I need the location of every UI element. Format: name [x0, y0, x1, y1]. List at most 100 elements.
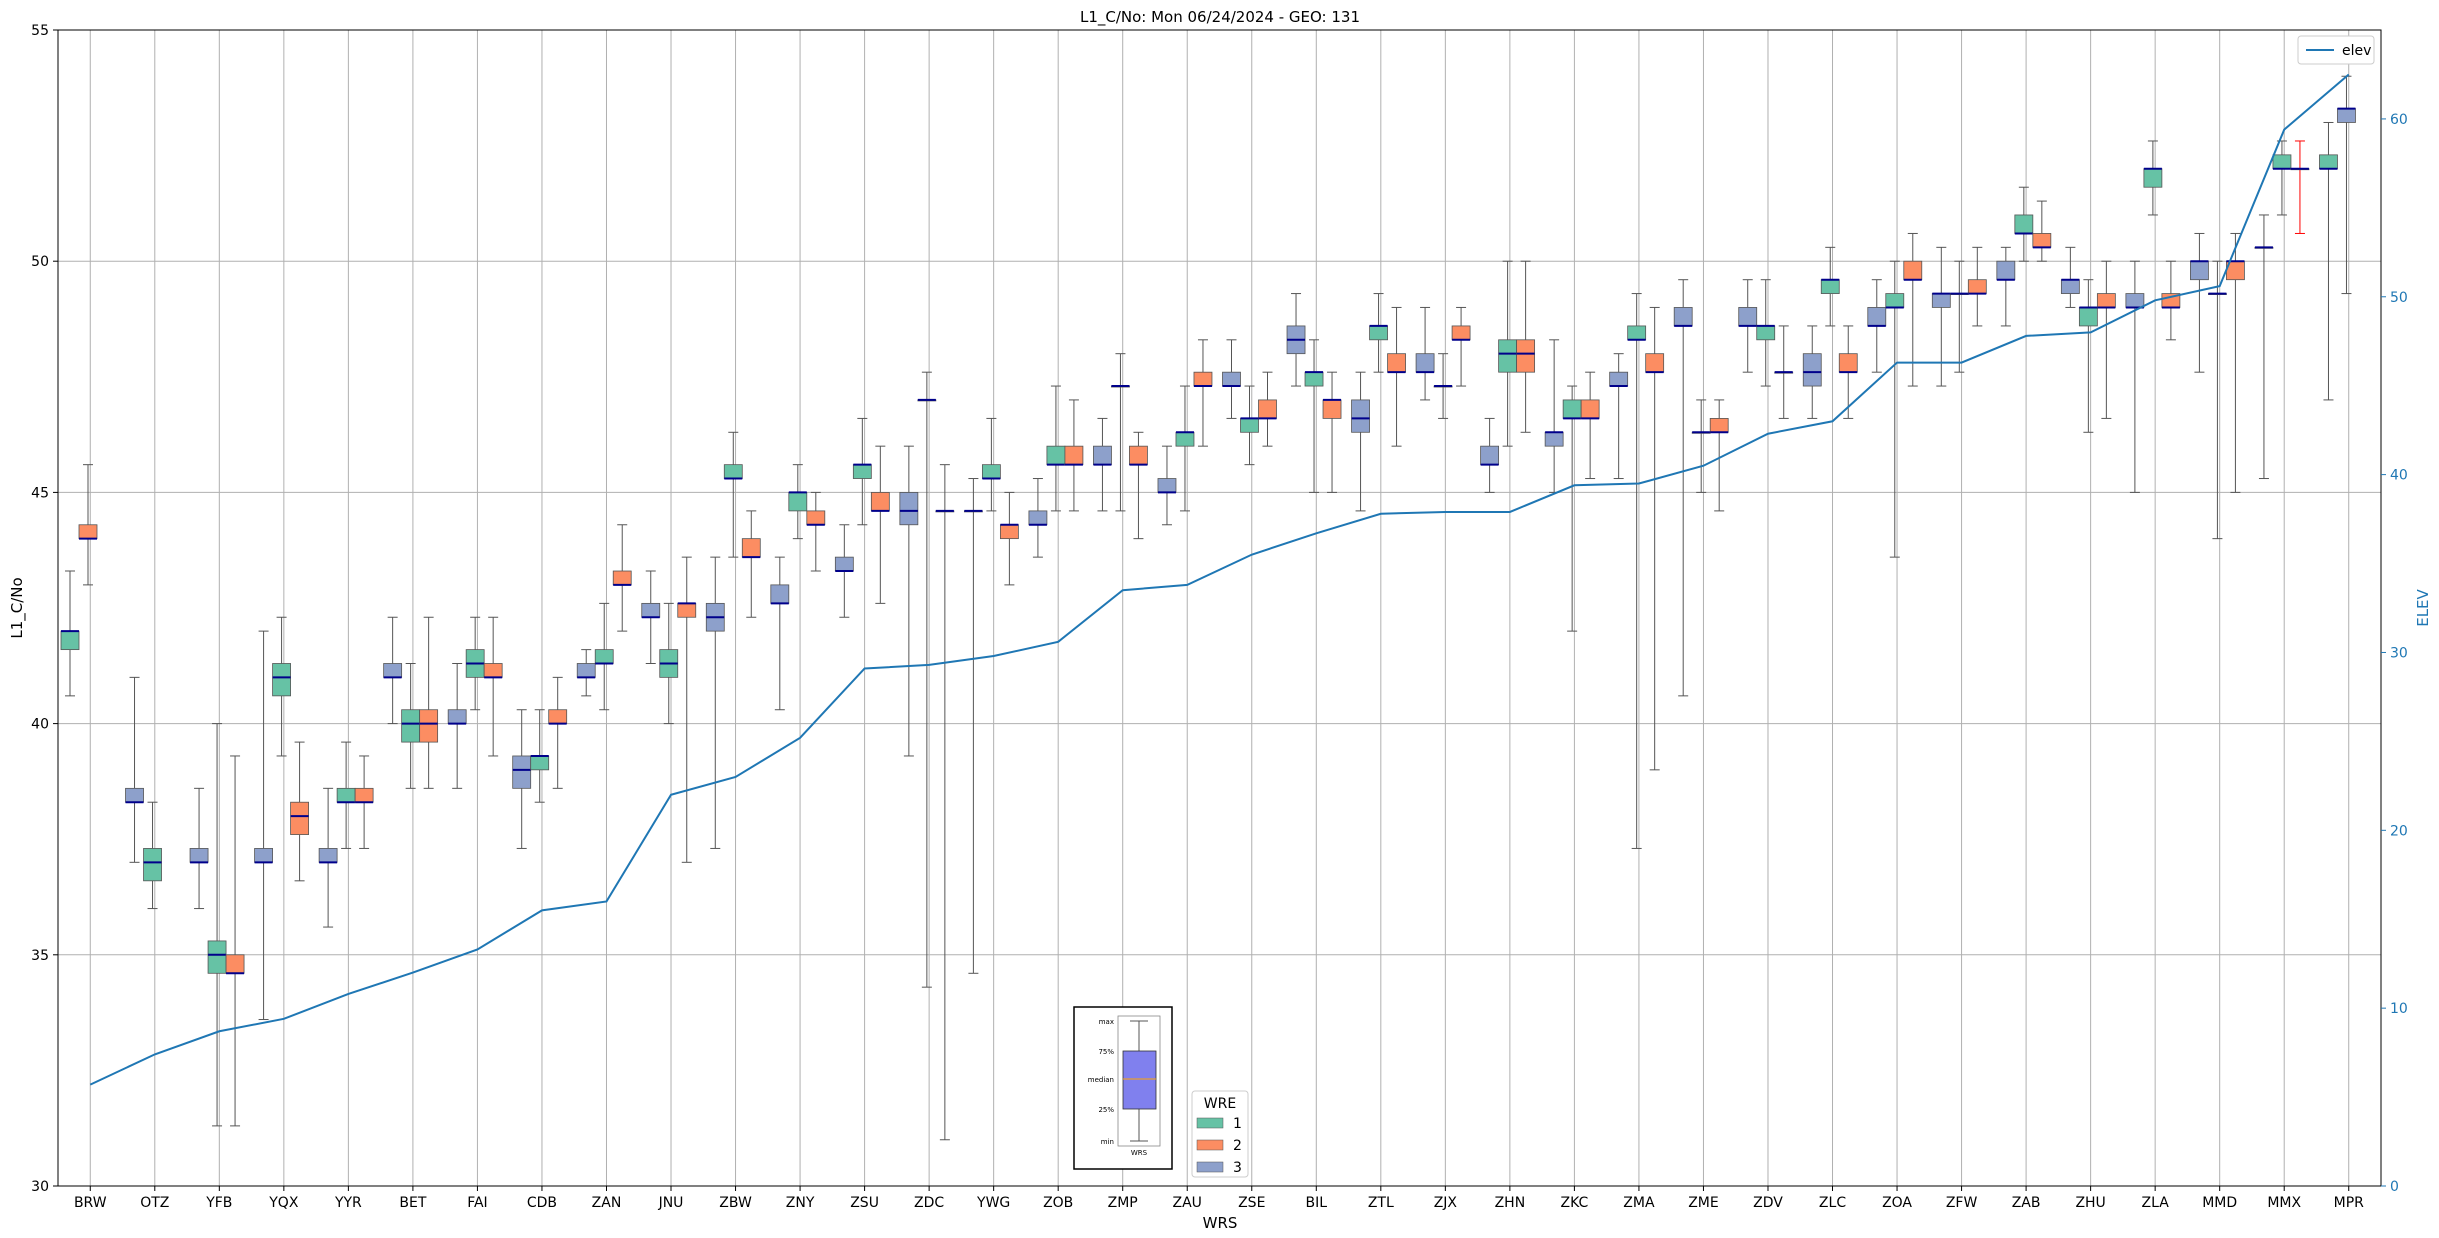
box-wre-1 — [2078, 307, 2098, 327]
box-wre-1 — [1756, 325, 1776, 341]
box-wre-3 — [1996, 260, 2016, 281]
grid-lines — [58, 29, 2381, 1187]
box-wre-2 — [612, 570, 632, 586]
box-wre-2 — [2096, 293, 2116, 308]
y2-tick-label: 50 — [2390, 290, 2408, 306]
x-tick-label: ZTL — [1368, 1195, 1394, 1211]
y-tick-label: 30 — [31, 1179, 49, 1195]
y2-tick-label: 0 — [2390, 1179, 2399, 1195]
box-explainer-q1: 25% — [1098, 1106, 1114, 1114]
y-tick-label: 40 — [31, 717, 49, 733]
box-wre-3 — [1351, 399, 1370, 433]
x-tick-label: ZDV — [1753, 1195, 1783, 1211]
box-explainer-max: max — [1099, 1018, 1114, 1026]
box-wre-1 — [1820, 279, 1840, 294]
box-wre-2 — [548, 709, 568, 725]
wre-legend-frame — [1191, 1090, 1249, 1178]
box-wre-1 — [1498, 339, 1518, 373]
box-wre-3 — [1802, 353, 1822, 387]
x-tick-label: ZAB — [2012, 1195, 2041, 1211]
box-wre-2 — [1903, 260, 1923, 281]
box-wre-2 — [1322, 399, 1342, 419]
x-tick-label: YFB — [205, 1195, 232, 1211]
y2-tick-label: 60 — [2390, 112, 2408, 128]
box-explainer-xlabel: WRS — [1131, 1149, 1148, 1157]
elev-line — [89, 73, 2350, 1086]
y-tick-label: 50 — [31, 254, 49, 270]
elev-legend-label: elev — [2342, 43, 2371, 59]
y2-tick-label: 10 — [2390, 1001, 2408, 1017]
box-wre-1 — [1304, 371, 1324, 387]
wre-legend-swatch-3 — [1196, 1161, 1224, 1173]
box-wre-1 — [1240, 418, 1259, 433]
x-tick-label: BET — [399, 1195, 426, 1211]
box-wre-1 — [594, 649, 614, 664]
box-wre-2 — [78, 524, 98, 540]
box-wre-3 — [318, 848, 338, 863]
wre-legend-label-1: 1 — [1233, 1116, 1242, 1132]
x-tick-label: MPR — [2334, 1195, 2365, 1211]
x-tick-label: ZSE — [1238, 1195, 1265, 1211]
x-tick-label: CDB — [527, 1195, 557, 1211]
x-axis: BRW OTZ YFB YQX YYR BET FAI CDB ZAN JNU ZBW ZNY ZSU Z… — [74, 1186, 2364, 1211]
box-explainer-min: min — [1101, 1138, 1114, 1146]
wre-legend-title: WRE — [1204, 1096, 1236, 1112]
elev-series-layer — [89, 73, 2350, 1086]
box-wre-3 — [2337, 108, 2356, 123]
box-wre-2 — [1193, 371, 1213, 387]
box-wre-3 — [1093, 445, 1112, 466]
box-wre-1 — [2014, 214, 2034, 234]
box-wre-2 — [1451, 325, 1471, 341]
y-tick-label: 45 — [31, 485, 49, 501]
x-tick-label: ZHU — [2075, 1195, 2105, 1211]
x-tick-label: ZOB — [1043, 1195, 1073, 1211]
box-wre-2 — [999, 524, 1019, 540]
box-wre-2 — [741, 538, 761, 558]
x-tick-label: ZBW — [719, 1195, 752, 1211]
x-tick-label: ZMA — [1623, 1195, 1655, 1211]
box-wre-1 — [143, 848, 162, 882]
box-wre-3 — [1480, 445, 1500, 466]
x-tick-label: YQX — [268, 1195, 299, 1211]
box-wre-1 — [1885, 293, 1905, 308]
box-wre-2 — [1838, 353, 1858, 373]
box-wre-1 — [1046, 445, 1066, 466]
y-axis-label: L1_C/No — [8, 577, 27, 638]
box-wre-2 — [1967, 279, 1987, 294]
box-wre-2 — [354, 787, 374, 803]
elev-legend-frame — [2297, 35, 2375, 65]
x-tick-label: YYR — [334, 1195, 362, 1211]
box-wre-3 — [576, 663, 596, 678]
x-tick-label: BRW — [74, 1195, 107, 1211]
x-tick-label: JNU — [658, 1195, 684, 1211]
wre-legend-swatch-1 — [1196, 1117, 1224, 1129]
elev-legend: elev — [2297, 35, 2375, 65]
box-wre-2 — [290, 801, 309, 835]
box-wre-3 — [189, 848, 209, 863]
box-wre-1 — [981, 464, 1001, 479]
box-wre-1 — [788, 491, 808, 512]
whiskers-layer — [65, 75, 2352, 1141]
y-axis-right-label: ELEV — [2414, 588, 2432, 626]
wre-legend-label-2: 2 — [1233, 1138, 1242, 1154]
y2-tick-label: 30 — [2390, 645, 2408, 661]
box-wre-2 — [483, 663, 503, 678]
x-tick-label: ZLC — [1819, 1195, 1846, 1211]
box-wre-2 — [1129, 445, 1148, 466]
box-wre-1 — [723, 464, 743, 479]
box-explainer-median-label: median — [1088, 1076, 1114, 1084]
x-tick-label: FAI — [467, 1195, 487, 1211]
box-wre-2 — [1645, 353, 1665, 373]
x-tick-label: ZAN — [592, 1195, 622, 1211]
box-wre-1 — [336, 787, 356, 803]
wre-legend-label-3: 3 — [1233, 1160, 1242, 1176]
box-wre-3 — [2060, 279, 2080, 294]
x-tick-label: ZFW — [1946, 1195, 1978, 1211]
box-wre-3 — [1157, 478, 1177, 493]
box-wre-3 — [1028, 510, 1048, 526]
box-wre-3 — [2190, 260, 2209, 281]
box-wre-1 — [1627, 325, 1647, 341]
x-tick-label: ZSU — [850, 1195, 879, 1211]
box-wre-3 — [834, 556, 854, 572]
